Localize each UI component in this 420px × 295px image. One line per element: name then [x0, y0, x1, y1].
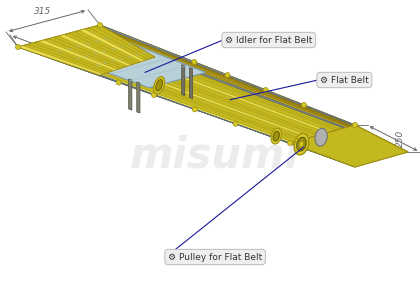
Circle shape — [116, 80, 121, 85]
Polygon shape — [69, 32, 138, 64]
Polygon shape — [39, 40, 117, 71]
Text: 250: 250 — [396, 130, 404, 147]
Polygon shape — [76, 30, 340, 130]
Polygon shape — [148, 53, 408, 152]
Polygon shape — [100, 25, 355, 125]
Polygon shape — [18, 25, 155, 75]
Polygon shape — [18, 46, 103, 75]
Polygon shape — [100, 25, 361, 128]
Polygon shape — [189, 68, 192, 99]
Polygon shape — [79, 29, 144, 61]
Polygon shape — [33, 30, 206, 88]
Polygon shape — [18, 47, 298, 146]
Polygon shape — [290, 125, 408, 167]
Circle shape — [288, 140, 292, 145]
Polygon shape — [28, 43, 110, 73]
Polygon shape — [42, 40, 312, 138]
Circle shape — [352, 122, 357, 127]
Ellipse shape — [156, 80, 163, 91]
Circle shape — [192, 60, 197, 65]
Polygon shape — [65, 33, 331, 133]
Polygon shape — [182, 65, 185, 96]
Polygon shape — [59, 35, 131, 66]
Ellipse shape — [294, 133, 309, 155]
Ellipse shape — [299, 141, 304, 147]
Circle shape — [152, 93, 157, 98]
Ellipse shape — [297, 137, 306, 151]
Polygon shape — [100, 25, 359, 127]
Text: misumi: misumi — [130, 134, 300, 176]
Circle shape — [97, 22, 102, 27]
Polygon shape — [100, 57, 408, 167]
Polygon shape — [144, 51, 402, 149]
Polygon shape — [137, 82, 140, 113]
Text: ⚙ Idler for Flat Belt: ⚙ Idler for Flat Belt — [225, 35, 312, 45]
Polygon shape — [111, 31, 370, 132]
Circle shape — [302, 102, 307, 107]
Circle shape — [233, 121, 238, 126]
Polygon shape — [100, 25, 408, 152]
Polygon shape — [90, 26, 152, 59]
Polygon shape — [129, 79, 132, 110]
Text: 1570: 1570 — [152, 74, 177, 90]
Polygon shape — [122, 38, 381, 138]
Circle shape — [16, 45, 21, 50]
Polygon shape — [155, 57, 408, 152]
Polygon shape — [30, 43, 302, 140]
Circle shape — [192, 107, 197, 112]
Polygon shape — [18, 47, 355, 167]
Ellipse shape — [271, 128, 281, 144]
Polygon shape — [49, 37, 124, 68]
Polygon shape — [53, 37, 321, 135]
Polygon shape — [133, 44, 391, 143]
Text: ⚙ Pulley for Flat Belt: ⚙ Pulley for Flat Belt — [168, 253, 262, 261]
Circle shape — [263, 88, 268, 93]
Ellipse shape — [315, 128, 327, 146]
Text: ⚙ Flat Belt: ⚙ Flat Belt — [320, 76, 369, 84]
Polygon shape — [88, 27, 349, 127]
Circle shape — [225, 73, 230, 78]
Ellipse shape — [154, 77, 165, 94]
Ellipse shape — [273, 131, 279, 141]
Polygon shape — [18, 25, 355, 143]
Text: 315: 315 — [34, 7, 52, 16]
Polygon shape — [18, 46, 293, 143]
Polygon shape — [90, 72, 355, 167]
